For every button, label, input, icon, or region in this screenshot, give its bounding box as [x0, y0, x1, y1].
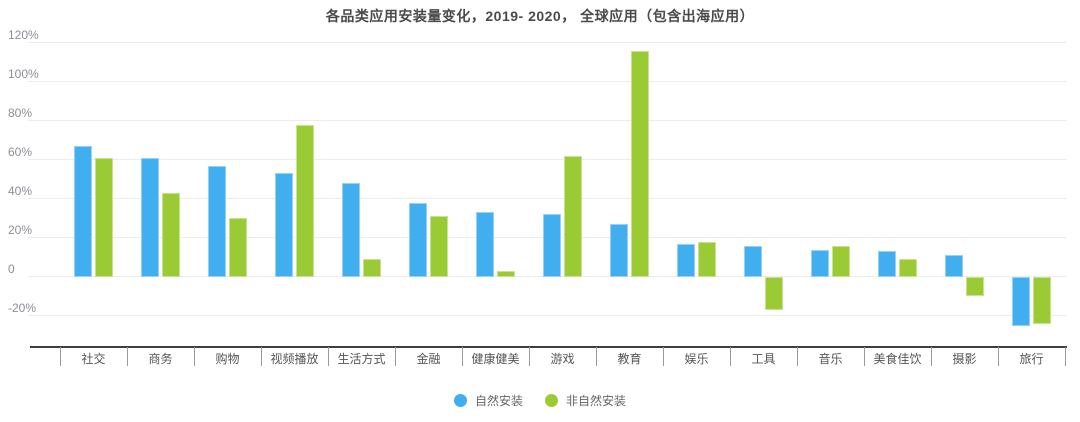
- x-axis-category: 游戏: [550, 352, 575, 366]
- x-axis-line: [30, 346, 1067, 348]
- x-axis-separator: [529, 347, 530, 366]
- legend-label-organic: 自然安装: [474, 393, 523, 408]
- bar: [342, 183, 360, 277]
- x-axis-separator: [797, 347, 798, 366]
- x-axis-separator: [127, 347, 128, 366]
- bar: [832, 245, 850, 277]
- x-axis-category: 旅行: [1019, 352, 1044, 366]
- bar: [141, 157, 159, 277]
- bar: [564, 155, 582, 277]
- y-axis-tick-label: -20%: [8, 300, 37, 315]
- bar: [631, 50, 649, 277]
- x-axis-separator: [998, 347, 999, 366]
- y-axis-tick-label: 0: [8, 261, 15, 276]
- legend-dot-organic-icon: [453, 393, 467, 407]
- bar: [296, 124, 314, 277]
- gridline: [28, 315, 1066, 317]
- bar: [430, 216, 448, 277]
- x-axis-category: 购物: [215, 352, 240, 366]
- x-axis-separator: [596, 347, 597, 366]
- bar: [208, 165, 226, 277]
- bar: [543, 214, 561, 277]
- bar: [878, 251, 896, 277]
- y-axis-tick-label: 80%: [8, 105, 33, 120]
- chart-title: 各品类应用安装量变化，2019- 2020， 全球应用（包含出海应用）: [325, 8, 755, 24]
- bar: [1033, 276, 1051, 324]
- gridline: [28, 198, 1066, 200]
- bar: [899, 259, 917, 277]
- y-axis-tick-label: 40%: [8, 183, 33, 198]
- x-axis-category: 摄影: [952, 352, 977, 366]
- bar: [945, 255, 963, 277]
- gridline: [28, 42, 1066, 44]
- bar: [74, 146, 92, 277]
- x-axis-category: 工具: [751, 352, 776, 366]
- x-axis-category: 教育: [617, 352, 642, 366]
- x-axis-separator: [663, 347, 664, 366]
- bar: [162, 192, 180, 277]
- x-axis-separator: [931, 347, 932, 366]
- x-axis-category: 金融: [416, 352, 441, 366]
- legend-dot-non-organic-icon: [545, 393, 558, 407]
- legend: 自然安装 非自然安装: [0, 390, 1080, 410]
- x-axis-category: 社交: [81, 352, 106, 366]
- x-axis-category: 生活方式: [337, 352, 386, 366]
- bar: [966, 276, 984, 297]
- bar: [765, 276, 783, 310]
- gridline: [28, 81, 1066, 83]
- x-axis-category: 音乐: [818, 352, 843, 366]
- x-axis-separator: [60, 347, 61, 366]
- bar: [363, 259, 381, 277]
- bar: [811, 249, 829, 277]
- gridline: [28, 276, 1066, 278]
- x-axis-category: 视频播放: [270, 352, 319, 366]
- x-axis-separator: [261, 347, 262, 366]
- bar: [744, 245, 762, 277]
- bar: [275, 173, 293, 277]
- legend-item-organic: 自然安装: [453, 392, 523, 409]
- x-axis-category: 商务: [148, 352, 173, 366]
- x-axis-separator: [1065, 347, 1066, 366]
- y-axis-tick-label: 120%: [8, 27, 39, 42]
- legend-item-non-organic: 非自然安装: [545, 392, 626, 409]
- x-axis-category: 健康健美: [471, 352, 520, 366]
- x-axis-separator: [462, 347, 463, 366]
- gridline: [28, 159, 1066, 161]
- bar: [95, 157, 113, 277]
- bar: [409, 202, 427, 277]
- x-axis-separator: [194, 347, 195, 366]
- bar: [229, 218, 247, 277]
- gridline: [28, 120, 1066, 122]
- y-axis-tick-label: 60%: [8, 144, 33, 159]
- y-axis-tick-label: 20%: [8, 222, 33, 237]
- y-axis-tick-label: 100%: [8, 66, 39, 81]
- x-axis-category: 美食佳饮: [873, 352, 922, 366]
- x-axis-separator: [864, 347, 865, 366]
- x-axis-separator: [328, 347, 329, 366]
- x-axis-category: 娱乐: [684, 352, 709, 366]
- bar: [698, 241, 716, 277]
- x-axis-separator: [395, 347, 396, 366]
- bar: [497, 270, 515, 277]
- bar: [476, 212, 494, 277]
- legend-label-non-organic: 非自然安装: [566, 393, 627, 408]
- x-axis-separator: [730, 347, 731, 366]
- bar: [610, 224, 628, 277]
- bar: [1012, 276, 1030, 326]
- bar: [677, 243, 695, 277]
